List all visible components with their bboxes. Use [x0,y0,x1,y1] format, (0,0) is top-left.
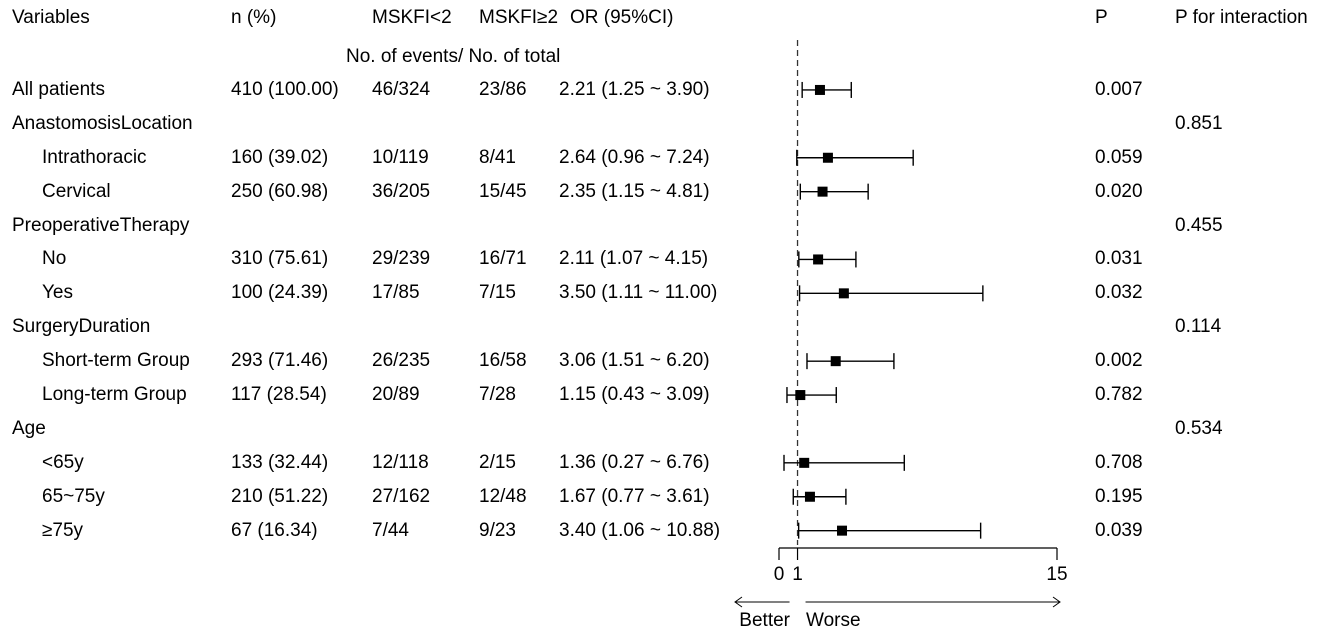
row-p-interaction: 0.534 [1175,417,1223,439]
row-label: Long-term Group [42,384,187,406]
row-events-group1: 17/85 [372,282,420,304]
row-p-value: 0.195 [1095,485,1143,507]
row-events-group1: 46/324 [372,78,431,100]
point-estimate [813,254,824,265]
row-events-group1: 26/235 [372,350,431,372]
label-better: Better [739,610,790,631]
row-events-group2: 16/58 [479,350,527,372]
row-events-group2: 12/48 [479,485,527,507]
row-events-group1: 29/239 [372,248,431,270]
row-n: 117 (28.54) [231,384,327,406]
row-p-value: 0.032 [1095,282,1143,304]
row-p-interaction: 0.851 [1175,112,1223,134]
row-events-group2: 9/23 [479,519,516,541]
header-group1: MSKFI<2 [372,7,452,28]
row-label: <65y [42,451,84,473]
row-p-interaction: 0.455 [1175,214,1223,236]
row-p-value: 0.031 [1095,248,1143,270]
row-or-ci: 2.21 (1.25 ~ 3.90) [559,78,710,100]
row-n: 133 (32.44) [231,451,329,473]
row-events-group2: 7/15 [479,282,516,304]
row-p-value: 0.782 [1095,384,1143,406]
point-estimate [799,457,810,468]
x-tick-label: 15 [1046,564,1067,585]
row-events-group1: 7/44 [372,519,409,541]
header-group2: MSKFI≥2 [479,7,559,28]
row-or-ci: 1.67 (0.77 ~ 3.61) [559,485,710,507]
row-n: 293 (71.46) [231,350,329,372]
row-label: ≥75y [42,519,84,541]
x-tick-label: 1 [792,564,803,585]
row-events-group1: 20/89 [372,384,420,406]
header-subheader: No. of events/ No. of total [346,46,561,67]
point-estimate [804,491,815,502]
row-n: 100 (24.39) [231,282,329,304]
row-or-ci: 3.06 (1.51 ~ 6.20) [559,350,710,372]
row-events-group2: 7/28 [479,384,516,406]
label-worse: Worse [806,610,861,631]
row-label: No [42,248,67,270]
row-or-ci: 2.35 (1.15 ~ 4.81) [559,180,710,202]
point-estimate [817,186,828,197]
header-p-interaction: P for interaction [1175,7,1308,28]
row-p-value: 0.059 [1095,146,1143,168]
row-events-group1: 12/118 [372,451,429,473]
row-label: AnastomosisLocation [12,112,193,134]
row-events-group2: 2/15 [479,451,516,473]
row-n: 210 (51.22) [231,485,329,507]
row-label: Intrathoracic [42,146,147,168]
row-events-group2: 23/86 [479,78,527,100]
row-n: 67 (16.34) [231,519,318,541]
row-events-group2: 8/41 [479,146,516,168]
header-variables: Variables [12,7,90,28]
point-estimate [795,390,806,401]
row-label: Cervical [42,180,111,202]
point-estimate [830,356,841,367]
header-p: P [1095,7,1108,28]
header-or: OR (95%CI) [570,7,674,28]
point-estimate [838,288,849,299]
row-p-value: 0.039 [1095,519,1143,541]
row-n: 410 (100.00) [231,78,339,100]
arrow-worse-head [1052,596,1061,608]
point-estimate [814,84,825,95]
row-events-group2: 15/45 [479,180,527,202]
header-n: n (%) [231,7,277,28]
row-p-value: 0.007 [1095,78,1143,100]
row-label: 65~75y [42,485,105,507]
row-label: Yes [42,282,73,304]
row-n: 250 (60.98) [231,180,329,202]
row-label: Short-term Group [42,350,190,372]
arrow-better-head [734,596,743,608]
row-events-group1: 27/162 [372,485,431,507]
point-estimate [822,152,833,163]
row-p-value: 0.020 [1095,180,1143,202]
row-events-group2: 16/71 [479,248,527,270]
row-or-ci: 1.36 (0.27 ~ 6.76) [559,451,710,473]
row-n: 310 (75.61) [231,248,329,270]
x-tick-label: 0 [774,564,785,585]
row-or-ci: 2.11 (1.07 ~ 4.15) [559,248,709,270]
row-p-interaction: 0.114 [1175,316,1222,338]
row-or-ci: 1.15 (0.43 ~ 3.09) [559,384,710,406]
row-events-group1: 10/119 [372,146,429,168]
row-p-value: 0.708 [1095,451,1143,473]
row-label: PreoperativeTherapy [12,214,190,236]
row-or-ci: 2.64 (0.96 ~ 7.24) [559,146,710,168]
row-label: All patients [12,78,105,100]
row-or-ci: 3.50 (1.11 ~ 11.00) [559,282,718,304]
row-or-ci: 3.40 (1.06 ~ 10.88) [559,519,721,541]
point-estimate [837,525,848,536]
row-label: SurgeryDuration [12,316,151,338]
row-events-group1: 36/205 [372,180,431,202]
row-p-value: 0.002 [1095,350,1143,372]
row-label: Age [12,417,46,439]
row-n: 160 (39.02) [231,146,329,168]
